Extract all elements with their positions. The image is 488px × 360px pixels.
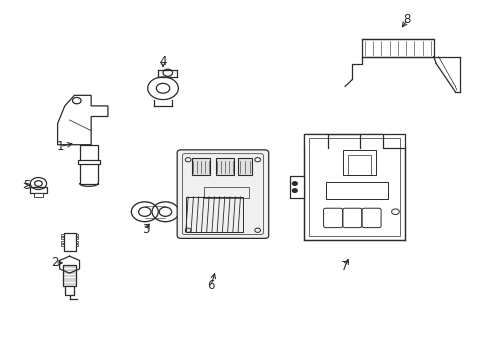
Bar: [61, 241, 78, 243]
Bar: [325, 182, 387, 199]
Bar: [30, 187, 47, 193]
Bar: [308, 138, 399, 237]
Bar: [185, 197, 243, 232]
Bar: [61, 234, 78, 236]
Text: 2: 2: [51, 256, 59, 269]
Text: 3: 3: [142, 223, 150, 236]
Bar: [342, 150, 375, 175]
Bar: [304, 134, 328, 148]
Text: 7: 7: [341, 260, 348, 273]
Circle shape: [147, 77, 178, 100]
Bar: [61, 237, 78, 239]
Bar: [289, 176, 304, 198]
Bar: [65, 286, 74, 294]
Bar: [304, 134, 404, 240]
Bar: [191, 158, 209, 175]
Bar: [63, 233, 76, 251]
Circle shape: [131, 202, 158, 222]
Bar: [238, 158, 251, 175]
Polygon shape: [58, 95, 108, 145]
Circle shape: [152, 202, 179, 222]
Bar: [359, 134, 383, 148]
Bar: [61, 244, 78, 246]
Bar: [63, 265, 76, 286]
Text: 1: 1: [56, 140, 63, 153]
Bar: [215, 158, 233, 175]
Bar: [78, 160, 100, 164]
Circle shape: [292, 189, 297, 192]
Text: 6: 6: [207, 279, 214, 292]
Bar: [347, 155, 371, 175]
Bar: [34, 193, 43, 197]
Circle shape: [292, 182, 297, 185]
Bar: [203, 187, 249, 198]
Polygon shape: [60, 256, 80, 273]
Bar: [80, 145, 98, 184]
Text: 4: 4: [159, 55, 166, 68]
Text: 8: 8: [403, 13, 410, 26]
Circle shape: [30, 177, 46, 189]
Text: 5: 5: [23, 179, 30, 192]
FancyBboxPatch shape: [177, 150, 268, 238]
Bar: [361, 39, 433, 57]
